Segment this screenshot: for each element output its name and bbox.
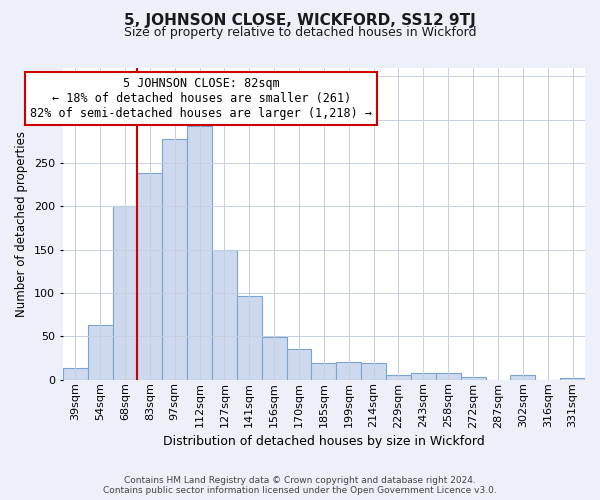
Bar xyxy=(63,368,88,380)
Y-axis label: Number of detached properties: Number of detached properties xyxy=(16,130,28,316)
Bar xyxy=(137,174,162,380)
Bar xyxy=(237,296,262,380)
Bar xyxy=(411,372,436,380)
Text: 5, JOHNSON CLOSE, WICKFORD, SS12 9TJ: 5, JOHNSON CLOSE, WICKFORD, SS12 9TJ xyxy=(124,12,476,28)
Bar xyxy=(311,363,337,380)
Bar xyxy=(337,362,361,380)
Bar xyxy=(511,376,535,380)
Text: Size of property relative to detached houses in Wickford: Size of property relative to detached ho… xyxy=(124,26,476,39)
Bar xyxy=(361,363,386,380)
Bar xyxy=(386,376,411,380)
Bar xyxy=(461,377,485,380)
Bar xyxy=(187,126,212,380)
X-axis label: Distribution of detached houses by size in Wickford: Distribution of detached houses by size … xyxy=(163,434,485,448)
Bar xyxy=(560,378,585,380)
Bar xyxy=(88,325,113,380)
Bar xyxy=(287,350,311,380)
Bar xyxy=(113,206,137,380)
Text: 5 JOHNSON CLOSE: 82sqm
← 18% of detached houses are smaller (261)
82% of semi-de: 5 JOHNSON CLOSE: 82sqm ← 18% of detached… xyxy=(30,77,372,120)
Bar xyxy=(262,337,287,380)
Bar xyxy=(212,250,237,380)
Bar xyxy=(436,372,461,380)
Text: Contains HM Land Registry data © Crown copyright and database right 2024.
Contai: Contains HM Land Registry data © Crown c… xyxy=(103,476,497,495)
Bar xyxy=(162,138,187,380)
